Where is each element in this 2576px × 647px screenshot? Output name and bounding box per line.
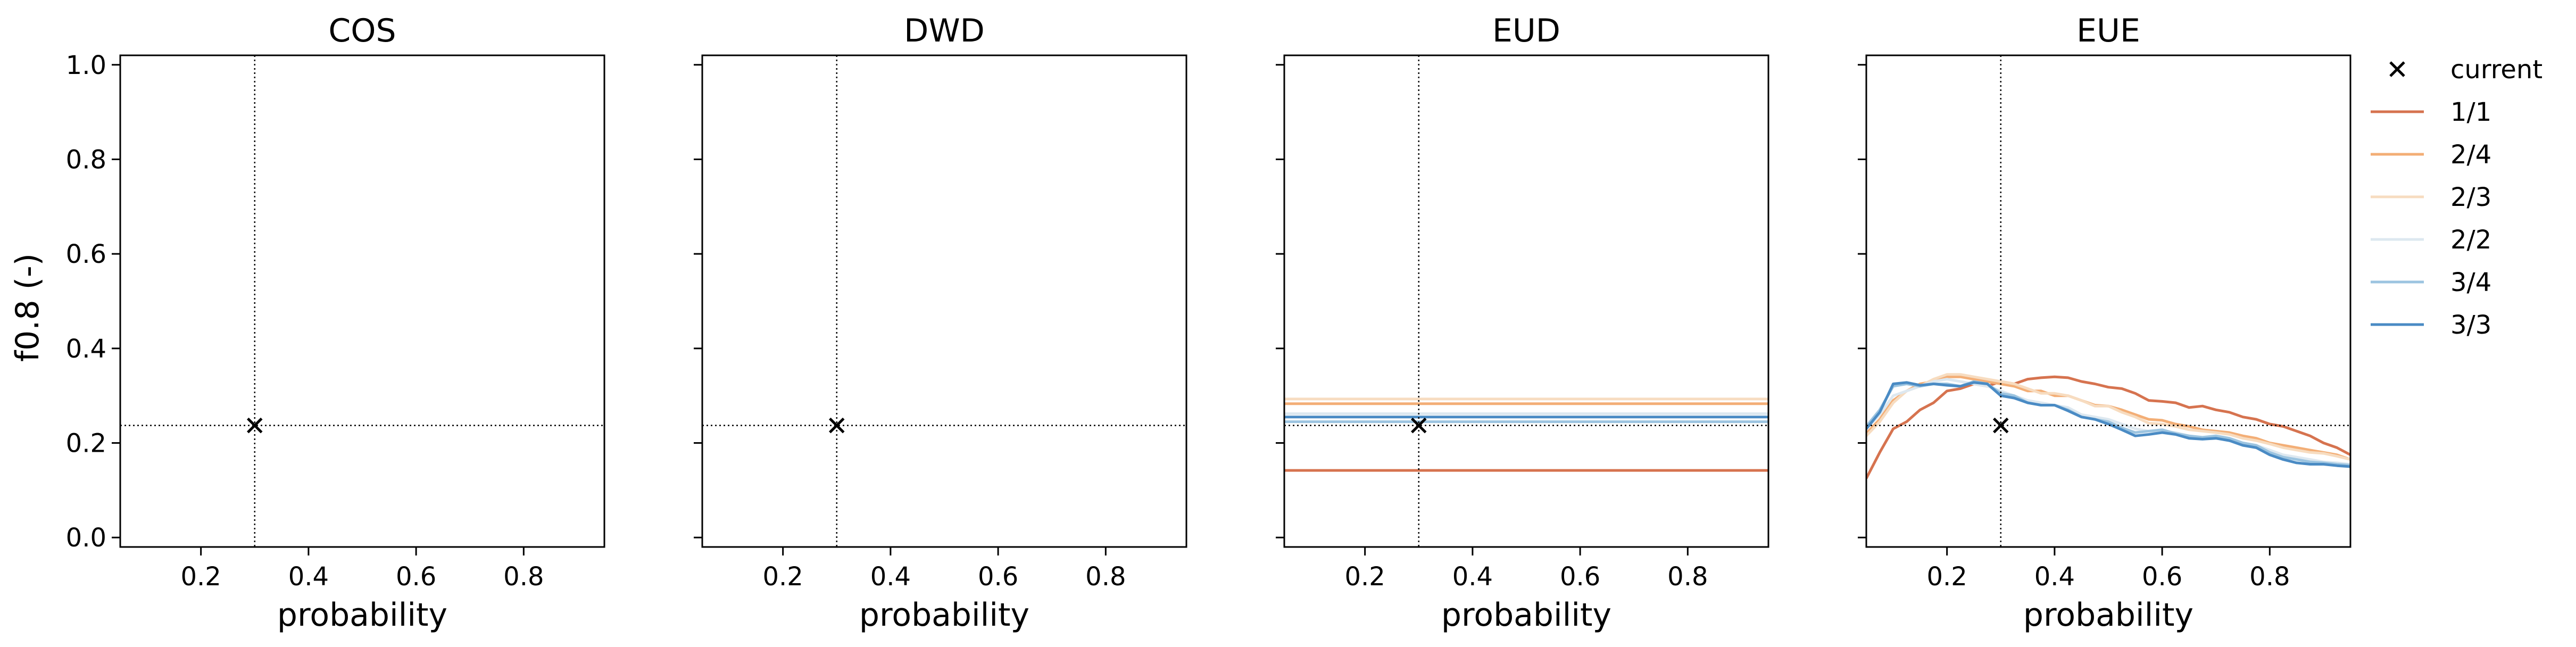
legend-entry-3-3: 3/3 — [2371, 310, 2491, 340]
x-axis-label: probability — [2023, 596, 2193, 634]
y-tick-label: 0.8 — [66, 145, 106, 175]
series-line-3-4 — [1866, 380, 2350, 467]
legend-label: 2/2 — [2450, 225, 2491, 255]
x-tick-label: 0.2 — [1926, 562, 1967, 592]
x-tick-label: 0.4 — [870, 562, 911, 592]
x-tick-label: 0.8 — [1667, 562, 1708, 592]
panel-title: EUE — [2076, 12, 2140, 49]
x-tick-label: 0.2 — [762, 562, 803, 592]
y-tick-label: 0.2 — [66, 429, 106, 459]
legend-label: 3/3 — [2450, 310, 2491, 340]
y-tick-label: 0.4 — [66, 334, 106, 364]
panel-title: DWD — [904, 12, 985, 49]
legend-entry-2-4: 2/4 — [2371, 140, 2491, 170]
series-line-1-1 — [1866, 375, 2350, 479]
x-tick-label: 0.8 — [2249, 562, 2290, 592]
x-tick-label: 0.4 — [2034, 562, 2075, 592]
x-tick-label: 0.2 — [1344, 562, 1385, 592]
y-tick-label: 1.0 — [66, 51, 106, 80]
x-tick-label: 0.8 — [1085, 562, 1126, 592]
series-line-2-2 — [1866, 378, 2350, 466]
y-tick-label: 0.0 — [66, 523, 106, 553]
axes-frame — [701, 54, 1187, 548]
axes-frame — [1865, 54, 2351, 548]
x-tick-label: 0.4 — [1452, 562, 1493, 592]
legend-label: 2/4 — [2450, 140, 2491, 170]
x-tick-label: 0.6 — [396, 562, 436, 592]
panel-dwd: DWD 0.2 0.4 0.6 0.8 probability — [694, 12, 1187, 634]
x-tick-label: 0.6 — [1560, 562, 1600, 592]
x-axis-label: probability — [277, 596, 447, 634]
panel-cos: COS 0.2 0.4 0.6 0.8 0.0 0.2 0.4 0.6 0.8 1.0 probabi… — [66, 12, 605, 634]
x-tick-label: 0.4 — [288, 562, 329, 592]
x-tick-label: 0.8 — [503, 562, 544, 592]
x-tick-label: 0.2 — [180, 562, 221, 592]
panel-eue: EUE 0.2 0.4 0.6 0.8 probability — [1858, 12, 2351, 634]
current-marker — [1411, 417, 1427, 434]
y-tick-label: 0.6 — [66, 239, 106, 269]
axes-frame — [1283, 54, 1769, 548]
current-marker — [1993, 417, 2009, 434]
y-axis-label: f0.8 (-) — [9, 253, 46, 362]
legend-entry-2-3: 2/3 — [2371, 183, 2491, 212]
legend-entry-3-4: 3/4 — [2371, 268, 2491, 297]
legend-label: 1/1 — [2450, 97, 2491, 127]
legend-entry-1-1: 1/1 — [2371, 97, 2491, 127]
legend-label: 2/3 — [2450, 183, 2491, 212]
legend-entry-current: current — [2389, 55, 2542, 85]
legend-entry-2-2: 2/2 — [2371, 225, 2491, 255]
axes-frame — [119, 54, 605, 548]
series-line-2-3 — [1866, 373, 2350, 461]
x-axis-label: probability — [1441, 596, 1611, 634]
x-tick-label: 0.6 — [2142, 562, 2182, 592]
legend-label: 3/4 — [2450, 268, 2491, 297]
series-line-3-3 — [1866, 381, 2350, 468]
panel-eud: EUD 0.2 0.4 0.6 0.8 probability — [1276, 12, 1769, 634]
legend-label: current — [2450, 55, 2542, 85]
legend: current 1/1 2/4 2/3 2/2 3/4 3/3 — [2371, 55, 2542, 340]
x-tick-label: 0.6 — [978, 562, 1018, 592]
x-axis-label: probability — [859, 596, 1029, 634]
panel-title: COS — [328, 12, 396, 49]
current-marker — [829, 417, 845, 434]
current-marker — [247, 417, 263, 434]
panel-title: EUD — [1492, 12, 1560, 49]
